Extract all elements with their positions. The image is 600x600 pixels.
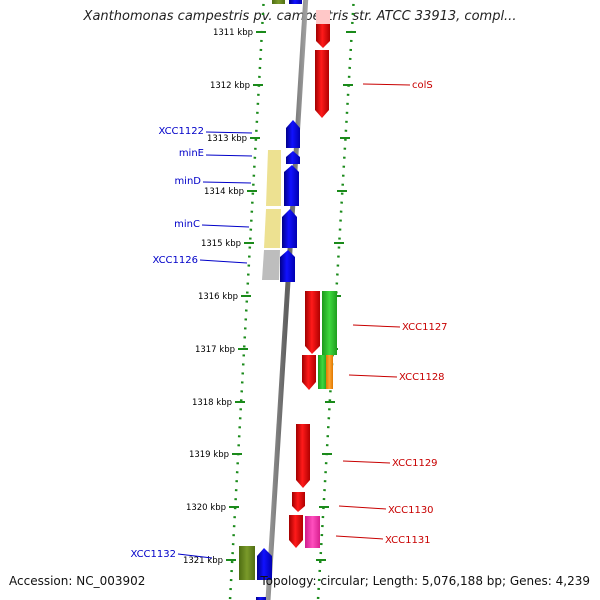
feature-bottom-blue[interactable]	[256, 597, 266, 600]
label-leader	[199, 259, 248, 264]
gene-label-xcc1129[interactable]: XCC1129	[392, 458, 438, 469]
tick-label-1316: 1316 kbp	[198, 292, 238, 302]
gene-arrow-xcc1127b[interactable]	[302, 355, 316, 390]
tick-label-1312: 1312 kbp	[210, 81, 250, 91]
gene-label-cols[interactable]: colS	[412, 80, 433, 91]
gene-label-xcc1131[interactable]: XCC1131	[385, 535, 431, 546]
gene-label-xcc1132[interactable]: XCC1132	[130, 549, 176, 560]
label-leader	[338, 505, 387, 510]
tick-label-1313: 1313 kbp	[207, 134, 247, 144]
tick-label-1315: 1315 kbp	[201, 239, 241, 249]
gene-cluster-shading	[262, 250, 280, 280]
tick-label-1318: 1318 kbp	[192, 398, 232, 408]
genome-backbone	[265, 0, 309, 600]
label-leader	[362, 83, 411, 86]
gene-label-mine[interactable]: minE	[179, 148, 204, 159]
feature-top-olive[interactable]	[272, 0, 285, 4]
label-leader	[177, 553, 213, 559]
gene-arrow-xcc1122[interactable]	[286, 120, 300, 148]
label-leader	[342, 460, 391, 464]
gene-arrow-mind[interactable]	[284, 165, 299, 206]
feature-xcc1131-pink[interactable]	[305, 516, 320, 548]
minus-gene-labels: XCC1122 minE minD minC XCC1126 XCC1132	[130, 126, 253, 560]
accession-text: Accession: NC_003902	[9, 574, 146, 588]
gene-arrow-xcc1127[interactable]	[305, 291, 320, 354]
label-leader	[202, 181, 252, 184]
gene-cluster-shading	[264, 209, 281, 248]
feature-xcc1128-green[interactable]	[318, 355, 327, 389]
gene-arrow-xcc1131[interactable]	[289, 515, 303, 548]
gene-arrow-xcc1126[interactable]	[280, 250, 295, 282]
gene-cluster-shading	[266, 150, 281, 206]
label-leader	[335, 535, 384, 540]
tick-label-1321: 1321 kbp	[183, 556, 223, 566]
feature-xcc1127-green[interactable]	[322, 291, 337, 355]
gene-arrow-mine[interactable]	[286, 151, 300, 164]
scale-ticks: 1311 kbp 1312 kbp 1313 kbp 1314 kbp 1315…	[183, 28, 356, 566]
gene-arrow-xcc1132[interactable]	[257, 548, 272, 580]
label-leader	[348, 374, 398, 378]
tick-label-1317: 1317 kbp	[195, 345, 235, 355]
genome-title: Xanthomonas campestris pv. campestris st…	[83, 9, 517, 24]
feature-xcc1128-orange[interactable]	[326, 355, 333, 389]
left-guide-track	[228, 0, 265, 600]
gene-label-mind[interactable]: minD	[174, 176, 201, 187]
gene-arrow-xcc1129[interactable]	[296, 424, 310, 488]
genome-summary-text: Topology: circular; Length: 5,076,188 bp…	[260, 574, 590, 588]
gene-label-xcc1130[interactable]: XCC1130	[388, 505, 434, 516]
gene-arrow-top-red[interactable]	[316, 24, 330, 48]
label-leader	[352, 324, 401, 328]
gene-label-xcc1126[interactable]: XCC1126	[152, 255, 198, 266]
tick-label-1320: 1320 kbp	[186, 503, 226, 513]
tick-label-1319: 1319 kbp	[189, 450, 229, 460]
right-guide-track	[316, 0, 355, 600]
gene-label-xcc1127[interactable]: XCC1127	[402, 322, 448, 333]
plus-gene-labels: colS XCC1127 XCC1128 XCC1129 XCC1130 XCC…	[335, 80, 448, 546]
gene-arrow-minc[interactable]	[282, 209, 297, 248]
gene-label-xcc1122[interactable]: XCC1122	[158, 126, 204, 137]
tick-label-1314: 1314 kbp	[204, 187, 244, 197]
feature-xcc1132-olive[interactable]	[239, 546, 255, 580]
gene-label-minc[interactable]: minC	[174, 219, 200, 230]
label-leader	[205, 131, 253, 134]
label-leader	[201, 224, 250, 228]
gene-arrow-xcc1130[interactable]	[292, 492, 305, 512]
label-leader	[205, 154, 253, 157]
genome-footer: Accession: NC_003902 Topology: circular;…	[0, 574, 600, 594]
feature-top-blue[interactable]	[289, 0, 302, 4]
gene-arrow-cols[interactable]	[315, 50, 329, 118]
gene-label-xcc1128[interactable]: XCC1128	[399, 372, 445, 383]
tick-label-1311: 1311 kbp	[213, 28, 253, 38]
